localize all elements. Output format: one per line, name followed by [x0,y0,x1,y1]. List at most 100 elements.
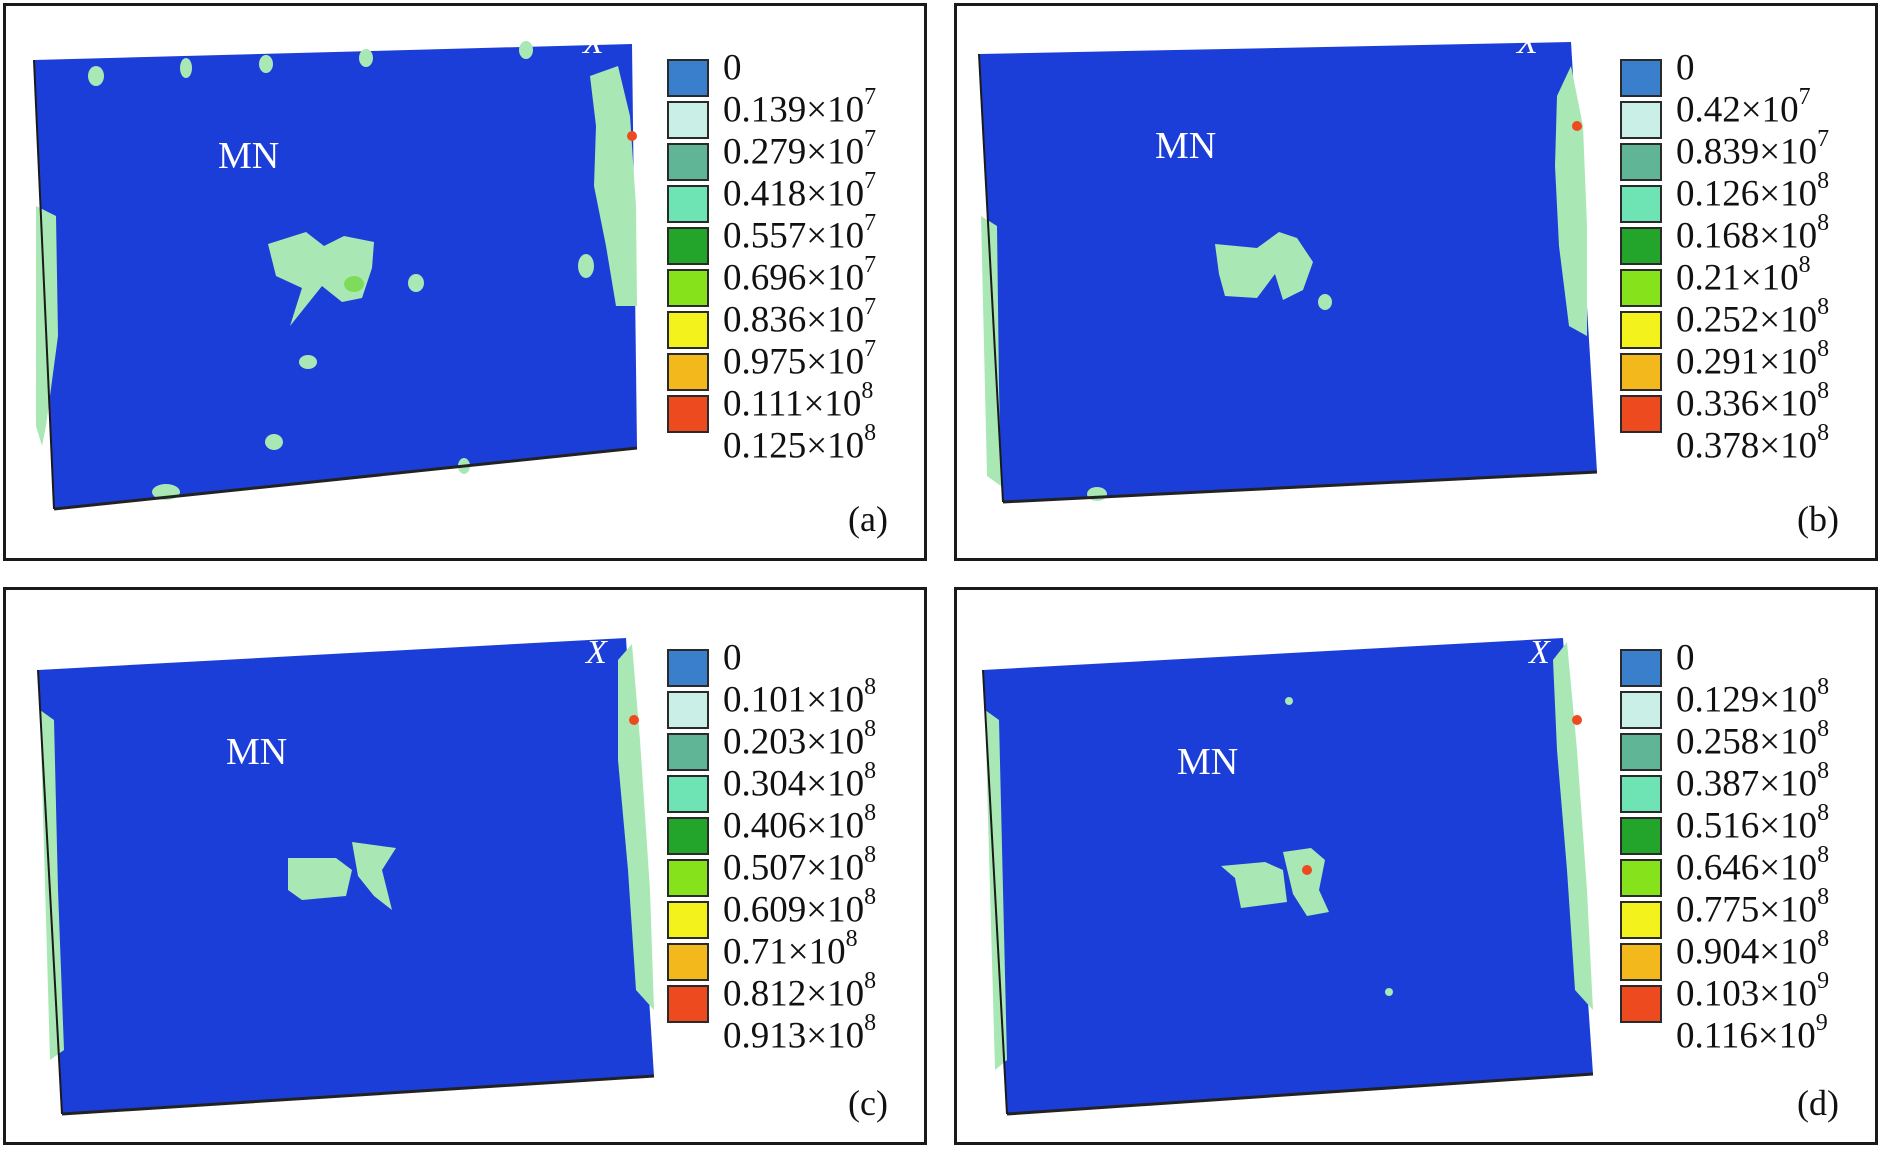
contour-label: MN [218,135,280,177]
stress-speck [408,274,424,292]
legend-swatch [1620,817,1662,855]
legend-swatch [1620,733,1662,771]
legend-value: 0.609×108 [723,884,877,931]
legend-swatch [667,901,709,939]
legend-value: 0.557×107 [723,210,877,257]
panel-label: (d) [1797,1083,1839,1123]
stress-hotspot [352,842,396,910]
stress-hot-point [627,131,637,141]
contour-label: MN [226,731,288,773]
legend-value: 0.913×108 [723,1010,877,1057]
legend-swatch [667,143,709,181]
model-edge [982,669,1008,1115]
legend-swatch [667,943,709,981]
legend-swatch [1620,143,1662,181]
legend-swatch [1620,269,1662,307]
contour-plot-c [37,638,655,1116]
stress-hotspot [268,232,374,326]
legend-value: 0.252×108 [1676,294,1830,341]
axis-triad-label: X [1529,634,1550,671]
model-edge [978,53,1004,503]
legend-swatch [667,311,709,349]
legend-swatch [667,227,709,265]
legend-swatch [1620,649,1662,687]
legend-value: 0 [1676,47,1695,89]
legend-value: 0.111×108 [723,378,874,425]
stress-hotspot [288,858,352,900]
legend-value: 0.406×108 [723,800,877,847]
legend-swatch [1620,943,1662,981]
stress-hotspot [1221,862,1287,908]
legend-value: 0.101×108 [723,674,877,721]
stress-speck [1385,988,1393,996]
legend-swatch [667,101,709,139]
legend-value: 0.387×108 [1676,758,1830,805]
legend-value: 0.291×108 [1676,336,1830,383]
legend-value: 0.168×108 [1676,210,1830,257]
contour-label: MN [1155,125,1217,167]
legend-value: 0.304×108 [723,758,877,805]
edge-stress-band [618,644,654,1010]
legend-value: 0.696×107 [723,252,877,299]
legend-value: 0.103×109 [1676,968,1830,1015]
legend-value: 0.21×108 [1676,252,1811,299]
legend-swatch [667,817,709,855]
legend-value: 0.203×108 [723,716,877,763]
edge-stress-band [40,710,64,1060]
contour-panel-d: MN X 0 0.129×108 0.258×108 0.387×108 0.5… [954,587,1878,1145]
legend-swatch [1620,311,1662,349]
stress-speck [359,49,373,67]
model-edge [33,59,55,510]
legend-value: 0.139×107 [723,84,877,131]
stress-speck [1285,697,1293,705]
legend-swatch [667,353,709,391]
legend-value: 0.71×108 [723,926,858,973]
model-edge [1002,470,1598,504]
legend-swatch [667,859,709,897]
stress-speck [519,41,533,59]
axis-triad-label: X [586,634,607,671]
model-edge [1006,1072,1594,1116]
legend-value: 0.129×108 [1676,674,1830,721]
legend-value: 0.975×107 [723,336,877,383]
legend-swatch [667,985,709,1023]
legend-swatch [1620,775,1662,813]
stress-speck [1318,294,1332,310]
legend-swatch [667,185,709,223]
legend-swatch [1620,353,1662,391]
legend-swatch [1620,985,1662,1023]
stress-speck [88,66,104,86]
legend-swatch [667,59,709,97]
axis-triad-label: X [583,24,604,61]
stress-speck [578,254,594,278]
edge-stress-band [981,216,1001,486]
legend-value: 0.418×107 [723,168,877,215]
axis-triad-label: X [1517,24,1538,61]
legend-value: 0.812×108 [723,968,877,1015]
legend-swatch [1620,101,1662,139]
legend-value: 0 [723,47,742,89]
legend-swatch [667,269,709,307]
stress-speck [265,434,283,450]
legend-swatch [667,691,709,729]
legend-swatch [1620,395,1662,433]
edge-stress-band [36,206,58,446]
stress-hot-point [1572,121,1582,131]
legend-value: 0.116×109 [1676,1010,1828,1057]
legend-value: 0.507×108 [723,842,877,889]
model-edge [37,669,63,1115]
legend-value: 0.904×108 [1676,926,1830,973]
legend-value: 0.839×107 [1676,126,1830,173]
legend-value: 0.336×108 [1676,378,1830,425]
legend-swatch [667,649,709,687]
legend-swatch [1620,859,1662,897]
stress-hotspot-core [344,276,364,292]
stress-hot-point [1572,715,1582,725]
contour-panel-a: MN X 0 0.139×107 0.279×107 0.418×107 0.5… [3,3,927,561]
legend-value: 0.126×108 [1676,168,1830,215]
legend-value: 0.279×107 [723,126,877,173]
stress-speck [299,355,317,369]
legend-swatch [1620,901,1662,939]
contour-plot-b [978,42,1598,504]
legend-swatch [667,395,709,433]
